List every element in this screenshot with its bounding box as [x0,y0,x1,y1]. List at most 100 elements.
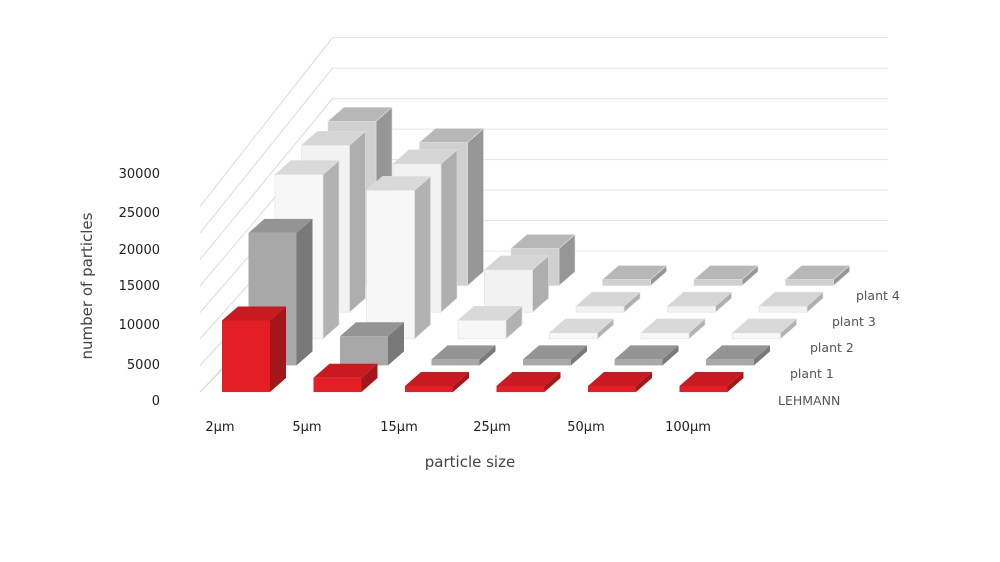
bar-front [602,279,651,286]
bar [457,305,523,340]
bar [588,372,652,392]
bar [666,291,733,313]
side-gridline [199,98,333,260]
x-category-label: 100µm [665,420,711,435]
bar-side [453,372,469,392]
bar-front [588,386,636,392]
bar-top [313,363,378,378]
bar-side [270,306,286,392]
y-tick-label: 5000 [127,358,160,373]
side-gridline [199,37,333,207]
bar-side [662,345,679,366]
bar-side [361,363,378,392]
bar-front [431,359,480,366]
bar-top [523,345,587,360]
series-label: plant 1 [790,366,834,381]
bar-front [313,377,362,392]
bar-front [340,336,388,366]
bar-front [785,279,834,286]
x-axis-label: particle size [425,453,515,471]
x-category-label: 25µm [473,420,510,435]
bar-top [706,345,770,360]
bar [483,255,550,313]
bar-front [457,319,507,340]
chart-walls [199,37,888,393]
bar [706,345,770,366]
y-axis-ticks: 0 5000 10000 15000 20000 25000 30000 [119,167,160,409]
y-axis-label: number of particles [78,212,96,359]
bar-top [588,372,652,386]
series-label: plant 4 [856,288,900,303]
bar-top [679,372,744,386]
bar-side [544,372,561,392]
bar-front [706,359,754,366]
bar-side [727,372,744,392]
bar [340,322,404,366]
bar-front [614,359,663,366]
bar-front [640,332,690,340]
bar-top [614,345,679,360]
bar-front [679,386,728,392]
bar-front [575,305,625,313]
y-tick-label: 25000 [119,206,160,221]
bar-side [754,345,770,366]
bar [679,372,744,392]
bar-side [636,372,652,392]
y-tick-label: 10000 [119,318,160,333]
bar-top [340,322,404,337]
x-category-label: 15µm [380,420,417,435]
series-label: LEHMANN [778,393,840,408]
series-label: plant 3 [832,314,876,329]
y-tick-label: 15000 [119,279,160,294]
bar [496,372,561,392]
y-tick-label: 0 [152,394,160,409]
bar [575,291,641,313]
bar-front [732,332,781,340]
series-labels: LEHMANN plant 1 plant 2 plant 3 plant 4 [778,288,900,408]
bar [313,363,378,392]
bar-front [222,320,270,392]
bar-side [349,130,366,313]
x-category-label: 5µm [292,420,321,435]
bar-front [758,305,808,313]
bar-front [549,332,598,340]
chart-bars [222,106,851,392]
bar [693,264,759,287]
side-gridline [199,67,333,234]
bar [365,175,432,340]
bar [222,306,286,392]
bar [405,372,469,392]
bar-front [366,190,415,340]
x-axis-categories: 2µm 5µm 15µm 25µm 50µm 100µm [205,420,710,435]
bar-side [479,345,496,366]
bar-front [484,269,533,313]
bar [640,318,706,340]
bar-side [467,127,484,287]
bar [731,318,798,340]
bar-side [296,218,313,366]
bar-top [222,306,286,321]
y-tick-label: 30000 [119,167,160,182]
bar-top [248,218,313,233]
bar-side [440,149,458,313]
bar [431,345,496,366]
bar [523,345,587,366]
bar-top [405,372,469,386]
bar-front [496,386,545,392]
bar-side [414,175,431,340]
series-label: plant 2 [810,340,854,355]
bar-front [667,305,716,313]
bar-side [322,159,340,340]
bar [548,318,615,340]
bar-top [496,372,561,386]
bar-side [571,345,587,366]
x-category-label: 2µm [205,420,234,435]
bar [784,264,851,287]
x-category-label: 50µm [567,420,604,435]
bar [614,345,679,366]
bar-front [693,279,743,286]
bar [758,291,824,313]
y-tick-label: 20000 [119,243,160,258]
bar-front [405,386,453,392]
